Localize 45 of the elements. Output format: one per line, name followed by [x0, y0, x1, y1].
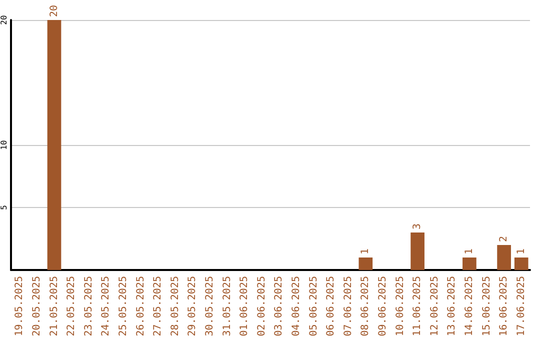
- x-tick-label: 01.06.2025: [239, 276, 250, 336]
- x-tick-label: 23.05.2025: [83, 276, 94, 336]
- data-label: 1: [516, 248, 527, 254]
- bar: [514, 258, 528, 270]
- y-tick-label: 5: [0, 204, 8, 210]
- bar: [358, 258, 373, 270]
- x-tick-label: 22.05.2025: [66, 276, 78, 336]
- x-tick-label: 05.06.2025: [308, 276, 320, 336]
- x-tick-label: 04.06.2025: [290, 276, 302, 336]
- x-tick-label: 06.06.2025: [326, 276, 337, 336]
- y-tick-label: 10: [0, 140, 8, 150]
- x-tick-label: 29.05.2025: [187, 276, 198, 336]
- x-tick-label: 02.06.2025: [256, 276, 268, 336]
- bar: [497, 245, 511, 270]
- bar: [462, 258, 476, 270]
- x-tick-label: 21.05.2025: [48, 276, 60, 336]
- x-tick-label: 24.05.2025: [100, 276, 112, 336]
- x-tick-label: 08.06.2025: [360, 276, 372, 336]
- data-label: 3: [412, 223, 424, 230]
- x-tick-label: 19.05.2025: [14, 276, 26, 336]
- x-tick-label: 11.06.2025: [412, 276, 424, 336]
- x-tick-label: 13.06.2025: [446, 276, 458, 336]
- x-tick-label: 26.05.2025: [135, 276, 146, 336]
- y-tick-label: 20: [0, 15, 8, 25]
- x-tick-label: 27.05.2025: [152, 276, 164, 336]
- x-tick-label: 09.06.2025: [377, 276, 388, 336]
- x-tick-label: 28.05.2025: [170, 276, 181, 336]
- x-tick-label: 31.05.2025: [222, 276, 233, 336]
- data-label: 2: [498, 236, 510, 242]
- x-tick-label: 03.06.2025: [274, 276, 285, 336]
- x-tick-label: 14.06.2025: [464, 276, 475, 336]
- x-tick-label: 16.06.2025: [498, 276, 510, 336]
- data-label: 1: [464, 248, 475, 254]
- x-tick-label: 17.06.2025: [516, 276, 527, 336]
- x-tick-label: 07.06.2025: [342, 276, 354, 336]
- bar: [47, 20, 62, 270]
- x-tick-label: 25.05.2025: [118, 276, 129, 336]
- x-tick-label: 10.06.2025: [394, 276, 406, 336]
- x-tick-label: 20.05.2025: [31, 276, 42, 336]
- x-tick-label: 12.06.2025: [429, 276, 440, 336]
- data-label: 1: [360, 248, 372, 254]
- bar: [410, 232, 424, 270]
- x-tick-label: 15.06.2025: [481, 276, 492, 336]
- x-tick-label: 30.05.2025: [204, 276, 216, 336]
- data-label: 20: [48, 4, 60, 17]
